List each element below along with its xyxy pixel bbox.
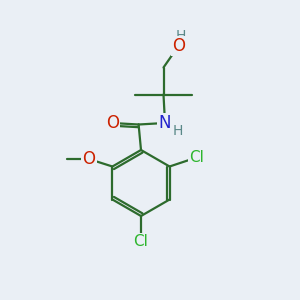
Text: Cl: Cl	[189, 150, 204, 165]
Text: O: O	[172, 37, 185, 55]
Text: O: O	[106, 114, 119, 132]
Text: O: O	[82, 150, 95, 168]
Text: H: H	[172, 124, 183, 138]
Text: H: H	[176, 29, 186, 43]
Text: Cl: Cl	[134, 234, 148, 249]
Text: N: N	[159, 114, 171, 132]
